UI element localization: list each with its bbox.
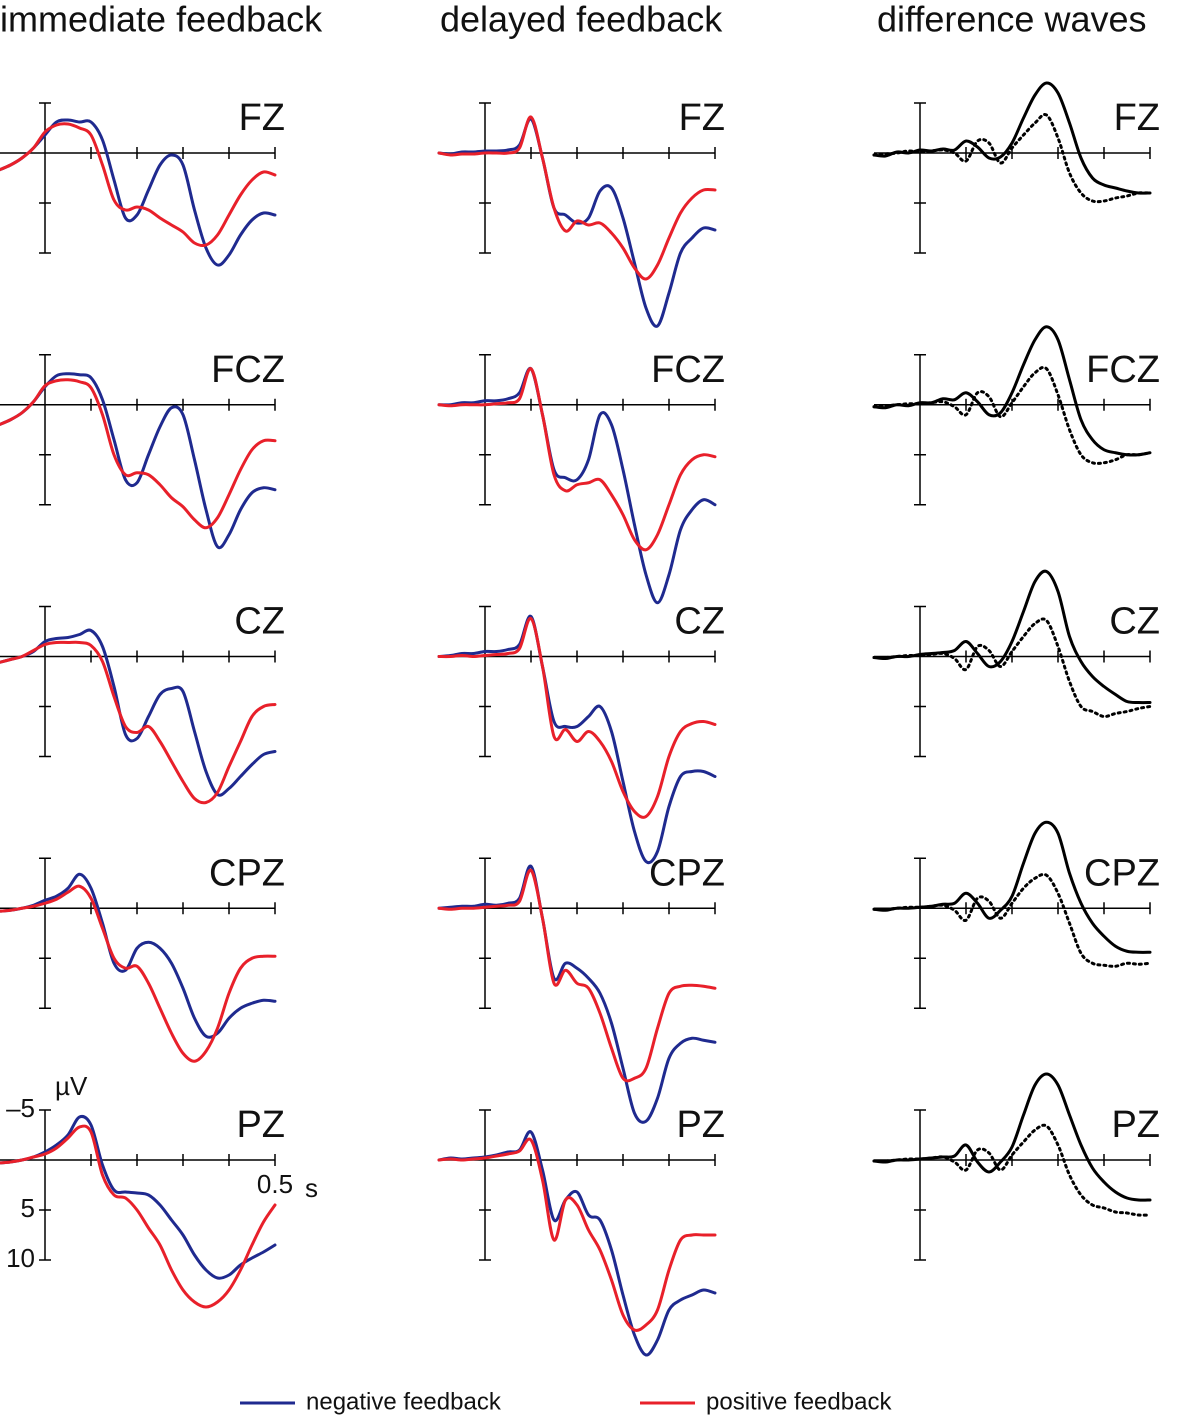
wave [872, 617, 1152, 719]
wave [872, 820, 1152, 954]
wave [0, 628, 277, 797]
wave [437, 864, 717, 1124]
panel-label: PZ [1111, 1104, 1160, 1146]
panel-label: CPZ [649, 852, 725, 894]
x-tick-label: 0.5 [257, 1169, 293, 1199]
wave [872, 325, 1152, 457]
x-unit: s [305, 1173, 318, 1203]
panel-label: FCZ [1086, 349, 1160, 391]
wave [872, 1072, 1152, 1202]
panel-label: CPZ [1084, 852, 1160, 894]
wave [872, 81, 1152, 195]
wave [0, 640, 277, 805]
panel-label: CPZ [209, 852, 285, 894]
wave [872, 1123, 1152, 1217]
panel-label: PZ [676, 1104, 725, 1146]
legend-label: positive feedback [706, 1388, 892, 1415]
wave [437, 367, 717, 552]
column-title: difference waves [877, 0, 1147, 40]
wave [0, 1114, 277, 1280]
panel-label: FCZ [651, 349, 725, 391]
column-title: immediate feedback [0, 0, 323, 40]
panel-label: FZ [1114, 97, 1160, 139]
wave [0, 122, 277, 248]
y-tick-label: 10 [6, 1243, 35, 1273]
y-tick-label: –5 [6, 1093, 35, 1123]
wave [0, 872, 277, 1039]
wave [0, 884, 277, 1063]
wave [872, 113, 1152, 204]
wave [872, 365, 1152, 465]
column-title: delayed feedback [440, 0, 723, 40]
panel-label: CZ [234, 601, 285, 643]
wave [437, 616, 717, 819]
wave [437, 367, 717, 605]
y-tick-label: 5 [21, 1193, 35, 1223]
wave [437, 868, 717, 1083]
panel-label: CZ [1109, 601, 1160, 643]
panel-label: CZ [674, 601, 725, 643]
panel-label: FZ [679, 97, 725, 139]
wave [437, 614, 717, 865]
y-unit: µV [55, 1071, 88, 1101]
wave [0, 118, 277, 267]
wave [0, 1124, 277, 1309]
panel-label: FZ [239, 97, 285, 139]
wave [0, 378, 277, 530]
panel-label: FCZ [211, 349, 285, 391]
wave [437, 117, 717, 328]
wave [437, 1137, 717, 1332]
panel-label: PZ [236, 1104, 285, 1146]
wave [872, 872, 1152, 968]
wave [437, 115, 717, 281]
legend-label: negative feedback [306, 1388, 502, 1415]
wave [872, 569, 1152, 705]
